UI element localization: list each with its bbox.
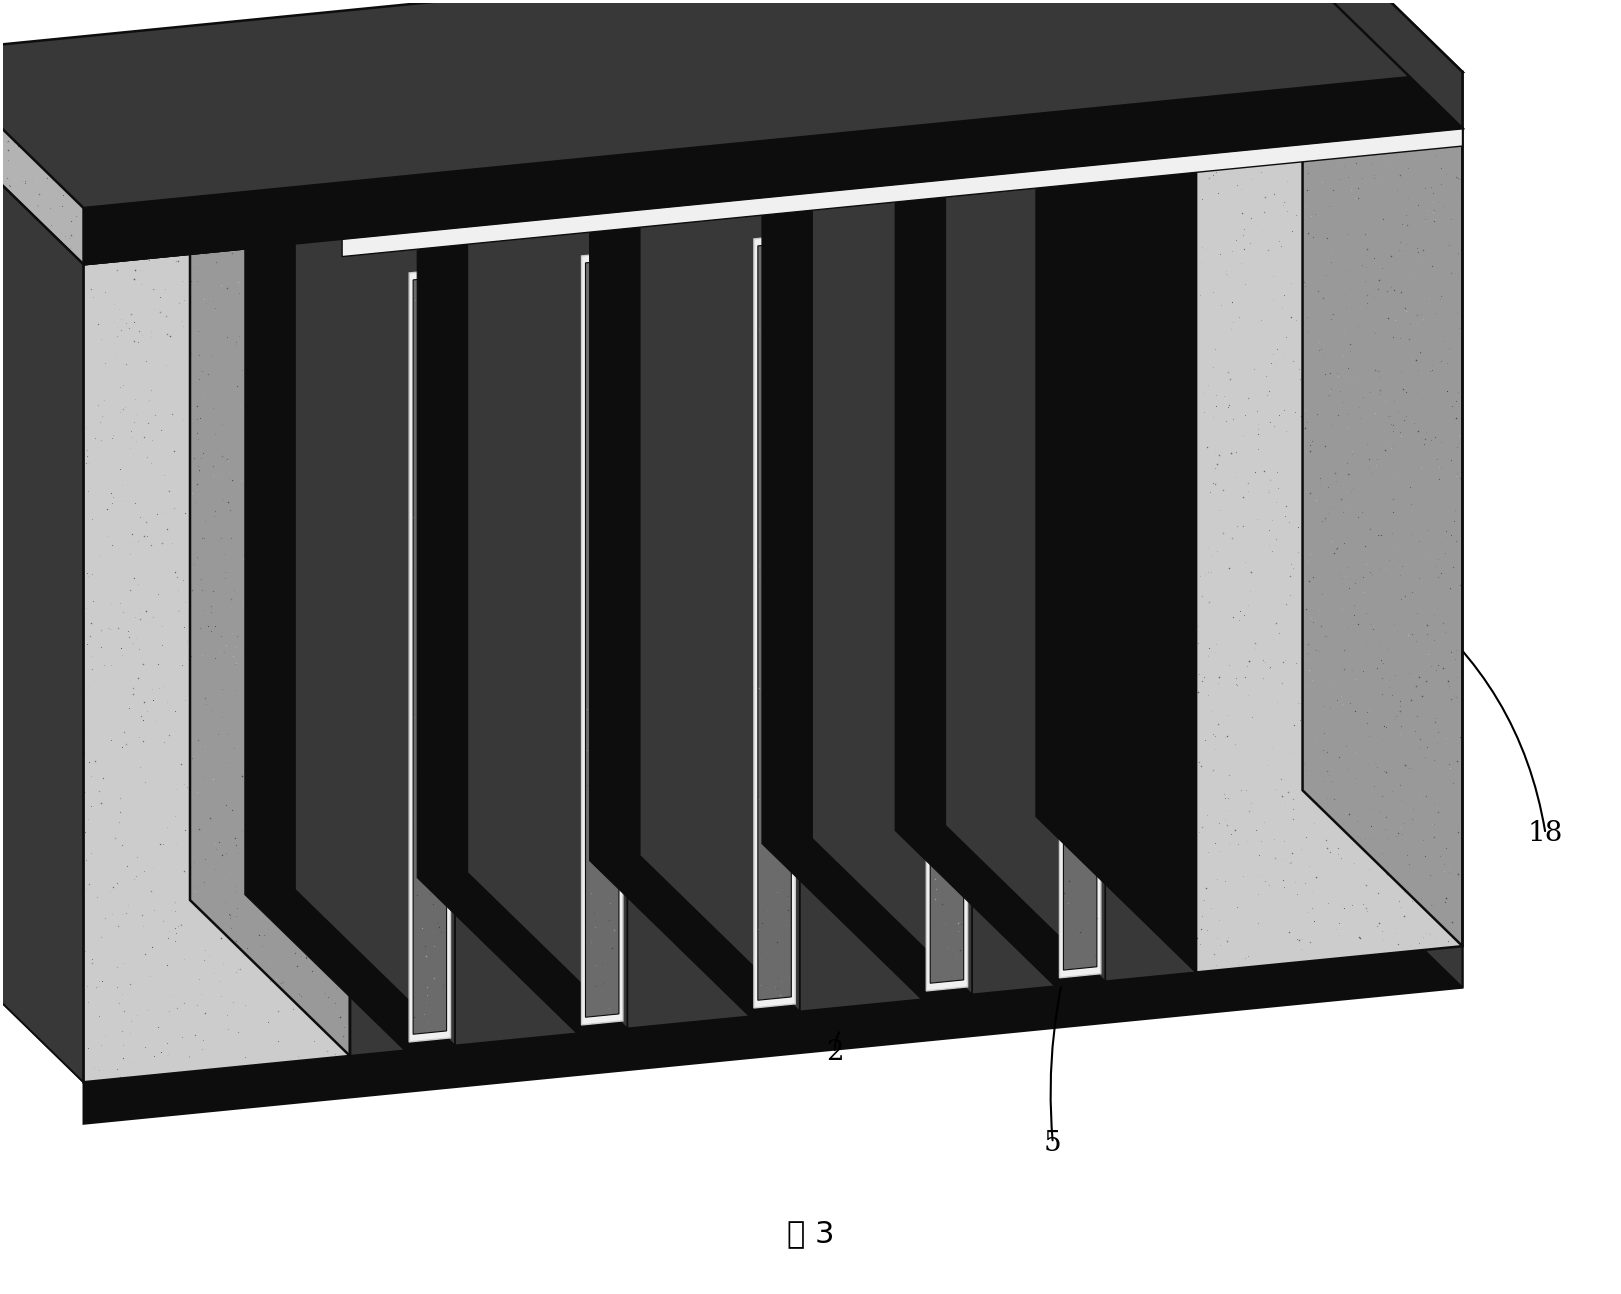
Polygon shape [295, 105, 456, 1046]
Polygon shape [0, 109, 84, 1082]
Polygon shape [467, 88, 627, 1029]
Polygon shape [350, 154, 1196, 1097]
Polygon shape [1196, 128, 1462, 973]
Polygon shape [0, 82, 350, 264]
Polygon shape [1303, 0, 1462, 946]
Polygon shape [1055, 197, 1106, 986]
Polygon shape [585, 260, 619, 1017]
Polygon shape [1036, 0, 1196, 973]
Polygon shape [895, 40, 1106, 201]
Polygon shape [577, 243, 627, 1034]
Polygon shape [930, 225, 964, 983]
Polygon shape [945, 40, 1106, 981]
Polygon shape [190, 82, 350, 1056]
Polygon shape [245, 105, 456, 265]
Polygon shape [895, 45, 1055, 986]
Polygon shape [1303, 791, 1462, 987]
Text: 图 3: 图 3 [786, 1219, 835, 1247]
Polygon shape [408, 269, 451, 1042]
Polygon shape [762, 58, 922, 999]
Text: 2: 2 [827, 1039, 843, 1066]
Polygon shape [405, 260, 456, 1051]
Polygon shape [1303, 0, 1462, 128]
Text: 4: 4 [180, 72, 198, 100]
Polygon shape [342, 128, 1462, 256]
Polygon shape [754, 234, 796, 1008]
Polygon shape [0, 791, 1462, 1082]
Polygon shape [84, 946, 1462, 1123]
Polygon shape [640, 70, 799, 1012]
Polygon shape [417, 88, 627, 248]
Polygon shape [582, 252, 622, 1025]
Polygon shape [749, 226, 799, 1017]
Polygon shape [590, 70, 799, 232]
Polygon shape [0, 0, 1462, 208]
Polygon shape [1036, 0, 1462, 154]
Polygon shape [1063, 212, 1097, 970]
Text: 5: 5 [1044, 1130, 1062, 1157]
Polygon shape [1060, 204, 1101, 978]
Polygon shape [84, 72, 1462, 264]
Text: 3: 3 [486, 215, 504, 242]
Polygon shape [84, 238, 350, 1082]
Polygon shape [417, 92, 577, 1034]
Polygon shape [926, 217, 968, 991]
Polygon shape [762, 53, 973, 215]
Polygon shape [812, 53, 973, 995]
Text: 18: 18 [1529, 820, 1563, 848]
Polygon shape [922, 210, 973, 999]
Polygon shape [590, 75, 749, 1017]
Polygon shape [245, 109, 405, 1051]
Text: 1: 1 [115, 743, 133, 770]
Polygon shape [759, 242, 791, 1000]
Polygon shape [413, 277, 447, 1034]
